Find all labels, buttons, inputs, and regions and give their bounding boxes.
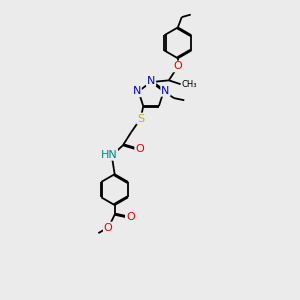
Text: HN: HN <box>100 150 117 160</box>
Text: O: O <box>173 61 182 71</box>
Text: N: N <box>147 76 155 86</box>
Text: O: O <box>135 144 144 154</box>
Text: N: N <box>133 86 141 96</box>
Text: N: N <box>161 86 170 96</box>
Text: S: S <box>137 113 144 124</box>
Text: O: O <box>104 223 112 232</box>
Text: O: O <box>126 212 135 222</box>
Text: CH₃: CH₃ <box>182 80 197 89</box>
